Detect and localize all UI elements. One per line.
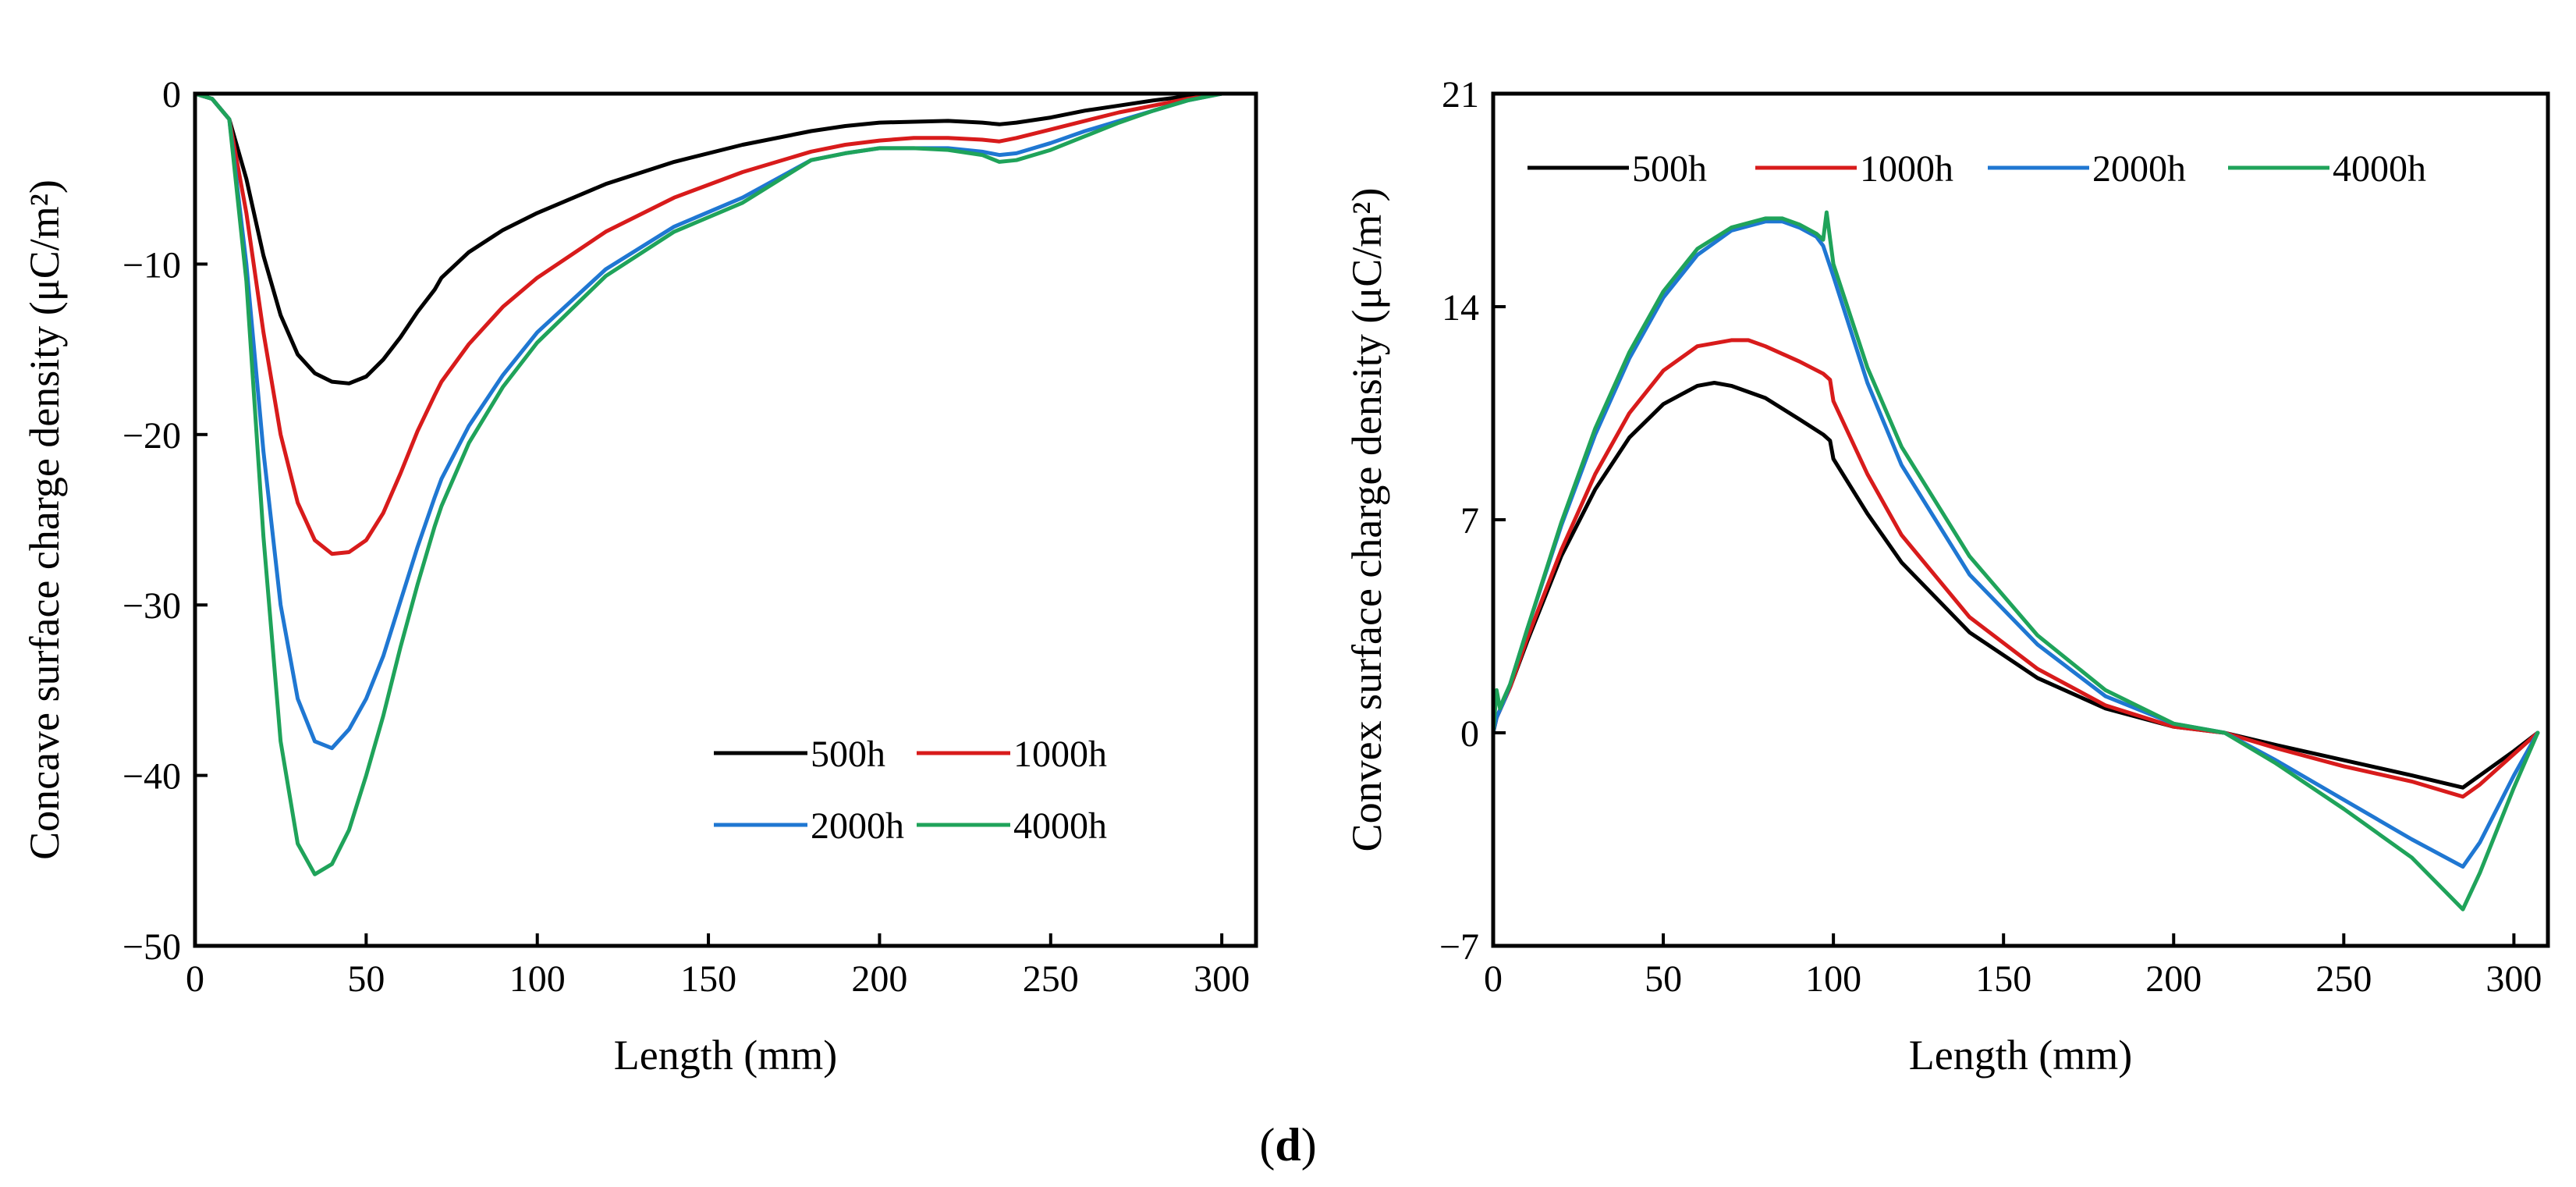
concave-y-tick-label: 0 [162, 74, 181, 116]
concave-y-tick-label: −10 [122, 244, 181, 286]
convex-legend: 500h 1000h 2000h 4000h [1528, 148, 2426, 190]
convex-y-tick-label: 0 [1460, 713, 1479, 755]
convex-series-group [1491, 210, 2540, 912]
concave-legend-label-4000h: 4000h [1013, 805, 1107, 847]
concave-series-4000h [193, 91, 1248, 876]
concave-series-2000h [193, 91, 1248, 751]
convex-y-tick-label: 14 [1442, 287, 1479, 329]
convex-x-tick-label: 250 [2315, 958, 2372, 1000]
concave-series-1000h [193, 91, 1248, 556]
concave-legend-label-2000h: 2000h [811, 805, 904, 847]
convex-x-tick-label: 50 [1645, 958, 1682, 1000]
concave-ticks-group: 0 50 100 150 200 250 300 −50 −40 −30 −20 −10 0 [122, 74, 1250, 1000]
concave-legend: 500h 1000h 2000h 4000h [714, 734, 1107, 847]
concave-legend-label-1000h: 1000h [1013, 734, 1107, 775]
concave-y-tick-label: −50 [122, 926, 181, 968]
panel-label-close: ) [1301, 1119, 1317, 1171]
convex-y-tick-label: −7 [1439, 926, 1479, 968]
concave-x-tick-label: 150 [680, 958, 736, 1000]
concave-x-tick-label: 50 [347, 958, 385, 1000]
concave-y-tick-label: −40 [122, 756, 181, 798]
convex-legend-label-1000h: 1000h [1860, 148, 1953, 190]
concave-x-tick-label: 300 [1194, 958, 1250, 1000]
convex-legend-label-4000h: 4000h [2333, 148, 2426, 190]
concave-x-tick-label: 250 [1023, 958, 1079, 1000]
concave-legend-label-500h: 500h [811, 734, 885, 775]
concave-y-tick-label: −20 [122, 415, 181, 457]
convex-x-tick-label: 150 [1975, 958, 2031, 1000]
convex-x-axis-label: Length (mm) [1909, 1032, 2132, 1079]
convex-y-tick-label: 7 [1460, 500, 1479, 542]
concave-y-axis-label: Concave surface charge density (μC/m²) [21, 179, 68, 860]
concave-x-axis-label: Length (mm) [614, 1032, 837, 1079]
convex-series-1000h [1491, 338, 2540, 799]
convex-series-500h [1491, 381, 2540, 790]
concave-series-group [193, 91, 1248, 876]
convex-x-tick-label: 300 [2486, 958, 2542, 1000]
convex-x-tick-label: 0 [1484, 958, 1503, 1000]
concave-y-tick-label: −30 [122, 585, 181, 627]
convex-y-tick-label: 21 [1442, 74, 1479, 116]
concave-chart: 0 50 100 150 200 250 300 −50 −40 −30 −20 −10 0 Lengt… [21, 74, 1258, 1079]
panel-label-open: ( [1259, 1119, 1275, 1171]
convex-series-4000h [1491, 210, 2540, 912]
convex-x-tick-label: 200 [2145, 958, 2202, 1000]
panel-label: (d) [1259, 1119, 1316, 1171]
concave-x-tick-label: 100 [509, 958, 566, 1000]
concave-plot-frame [193, 91, 1258, 948]
concave-x-tick-label: 0 [186, 958, 204, 1000]
convex-plot-frame [1491, 91, 2550, 948]
concave-x-tick-label: 200 [851, 958, 907, 1000]
panel-label-letter: d [1275, 1119, 1300, 1171]
convex-legend-label-500h: 500h [1632, 148, 1707, 190]
convex-x-tick-label: 100 [1805, 958, 1861, 1000]
concave-series-500h [193, 91, 1248, 386]
convex-legend-label-2000h: 2000h [2092, 148, 2186, 190]
convex-y-axis-label: Convex surface charge density (μC/m²) [1343, 188, 1390, 852]
